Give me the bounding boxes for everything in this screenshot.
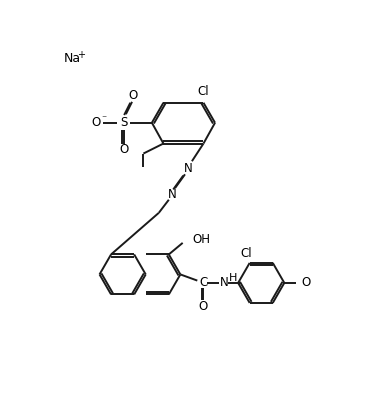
Text: C: C	[199, 277, 208, 290]
Text: N: N	[220, 277, 229, 290]
Text: ⁻: ⁻	[102, 114, 107, 124]
Text: +: +	[77, 50, 85, 60]
Text: O: O	[120, 143, 129, 156]
Text: O: O	[199, 299, 208, 312]
Text: O: O	[91, 116, 100, 129]
Text: Na: Na	[63, 52, 80, 65]
Text: N: N	[168, 188, 176, 201]
Text: O: O	[128, 89, 137, 102]
Text: O: O	[301, 277, 310, 290]
Text: H: H	[229, 273, 237, 282]
Text: Cl: Cl	[197, 85, 209, 98]
Text: S: S	[120, 116, 128, 129]
Text: Cl: Cl	[240, 247, 252, 260]
Text: OH: OH	[192, 232, 210, 245]
Text: N: N	[184, 162, 192, 175]
